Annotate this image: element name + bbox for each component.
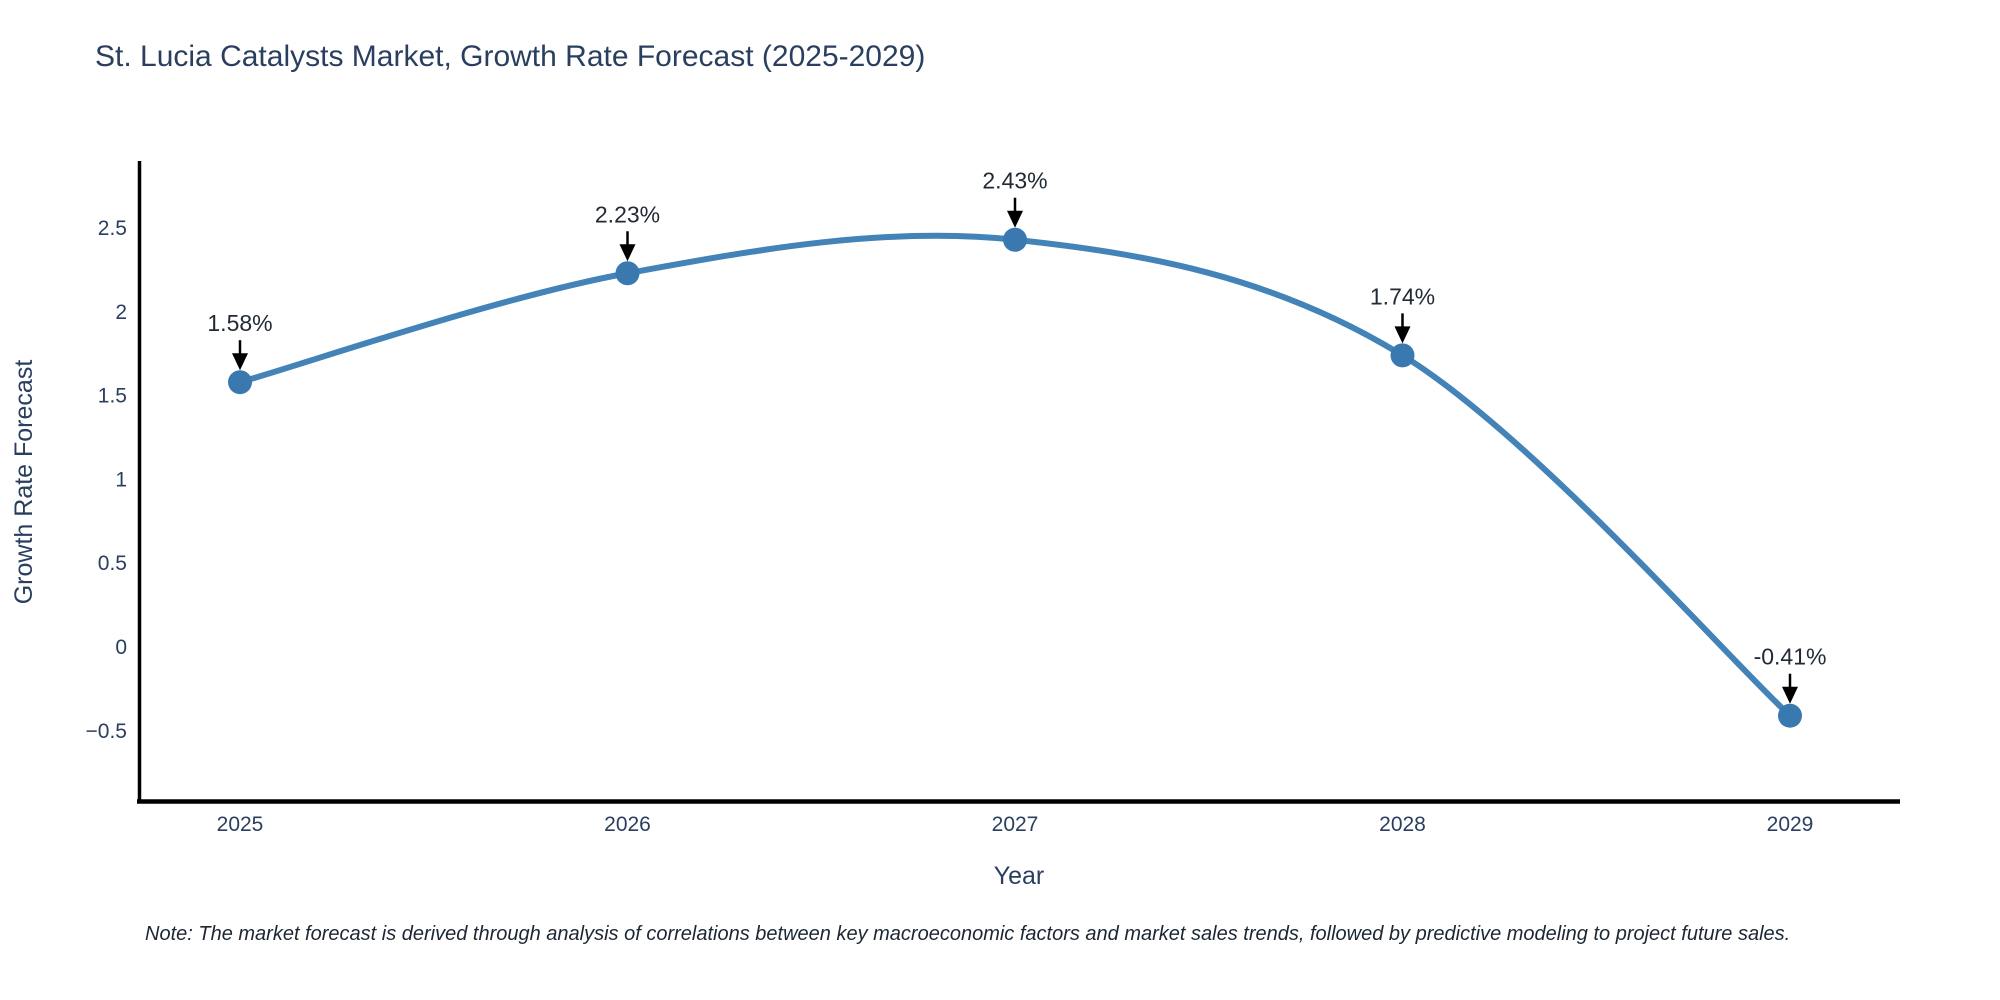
data-point <box>1003 227 1027 252</box>
y-tick-label: 2 <box>115 301 127 324</box>
y-tick-label: 2.5 <box>98 217 127 240</box>
annotation-label: 2.43% <box>982 168 1047 194</box>
y-tick-label: 0.5 <box>98 552 127 575</box>
annotation: -0.41% <box>1754 644 1827 704</box>
data-point <box>228 370 252 395</box>
x-tick-label: 2026 <box>604 813 651 836</box>
annotation-label: 1.58% <box>207 310 272 336</box>
annotation: 1.58% <box>207 310 273 371</box>
y-axis-title: Growth Rate Forecast <box>10 360 38 605</box>
x-tick-label: 2028 <box>1379 813 1426 836</box>
annotation-arrowhead-icon <box>232 353 248 371</box>
series-line <box>237 232 1793 719</box>
annotation-label: 1.74% <box>1370 283 1435 309</box>
annotation-arrowhead-icon <box>1007 210 1023 228</box>
data-point <box>1778 703 1802 728</box>
x-axis-tick-labels: 2025 2026 2027 2028 2029 <box>217 813 1814 836</box>
x-tick-label: 2029 <box>1767 813 1814 836</box>
footnote: Note: The market forecast is derived thr… <box>145 923 1790 945</box>
annotation-label: -0.41% <box>1754 644 1827 670</box>
y-tick-label: 1.5 <box>98 385 127 408</box>
y-tick-label: 1 <box>115 468 127 491</box>
chart-title: St. Lucia Catalysts Market, Growth Rate … <box>95 40 925 73</box>
series-points <box>228 227 1802 728</box>
annotation-arrowhead-icon <box>1782 686 1798 704</box>
y-axis-tick-labels: 2.5 2 1.5 1 0.5 0 −0.5 <box>86 217 127 743</box>
data-point <box>615 261 640 286</box>
annotation-label: 2.23% <box>595 201 660 227</box>
annotation: 2.23% <box>595 201 660 262</box>
point-annotations: 1.58% 2.23% 2.43% 1.74% -0.41% <box>207 168 1826 704</box>
annotation: 1.74% <box>1370 283 1435 344</box>
annotation: 2.43% <box>982 168 1048 228</box>
x-axis-title: Year <box>994 862 1045 890</box>
y-tick-label: 0 <box>115 636 127 659</box>
annotation-arrowhead-icon <box>619 244 636 262</box>
data-point <box>1390 343 1415 368</box>
x-tick-label: 2025 <box>217 813 264 836</box>
y-tick-label: −0.5 <box>86 720 127 743</box>
annotation-arrowhead-icon <box>1394 326 1411 344</box>
x-tick-label: 2027 <box>992 813 1039 836</box>
